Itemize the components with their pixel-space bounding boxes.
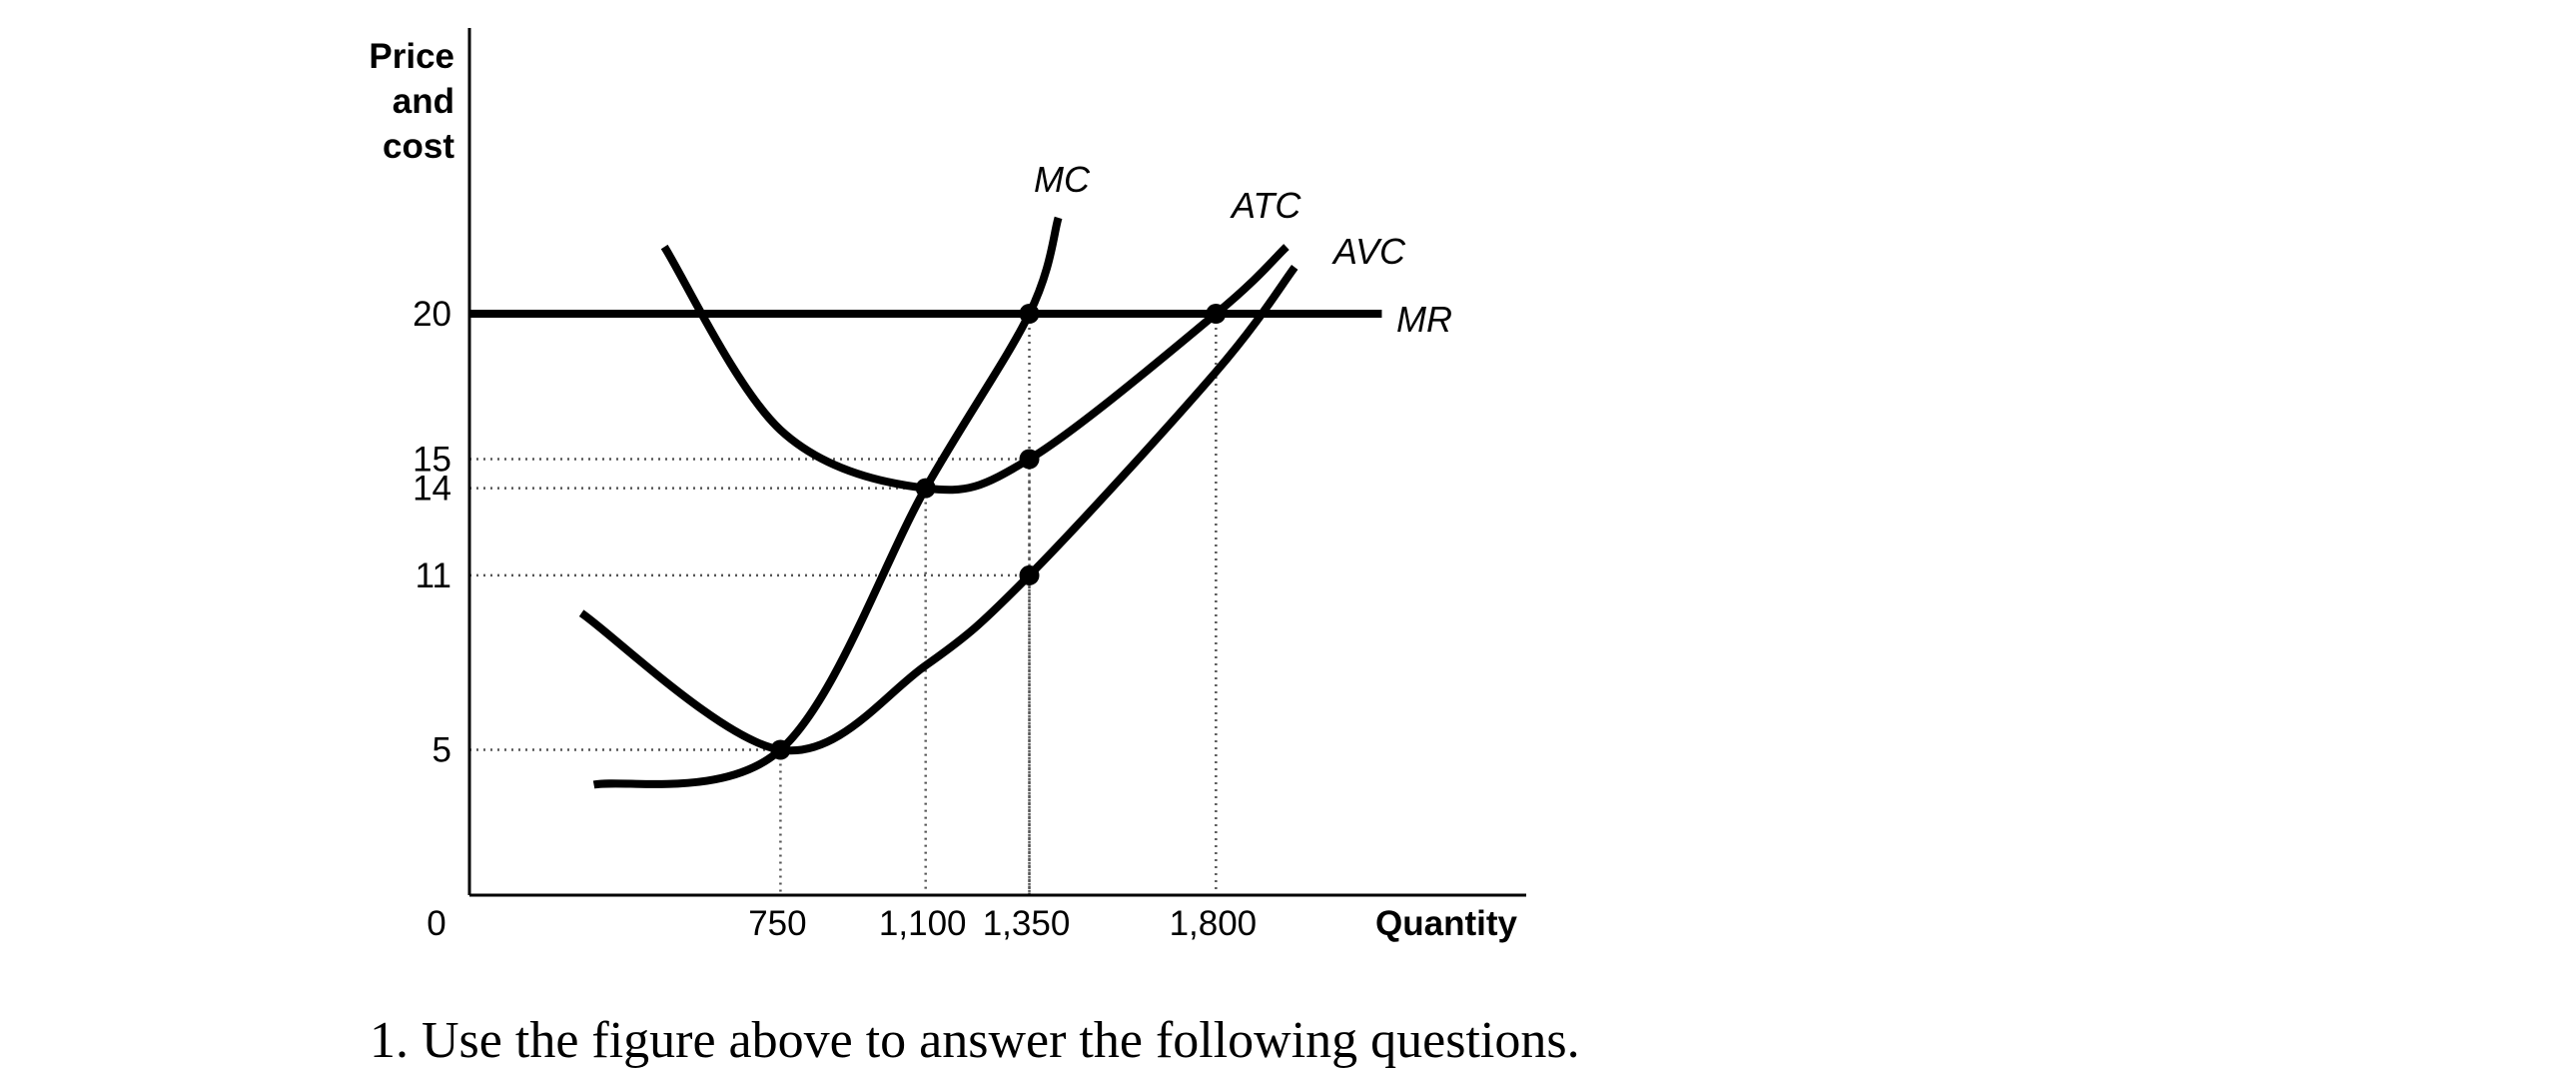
avc-curve bbox=[578, 265, 1298, 755]
avc-label: AVC bbox=[1331, 231, 1406, 272]
y-tick-15: 15 bbox=[413, 441, 451, 480]
y-axis-title-line-1: and bbox=[393, 82, 454, 121]
point-2 bbox=[1019, 449, 1040, 470]
curves bbox=[469, 216, 1382, 789]
y-tick-20: 20 bbox=[413, 295, 451, 334]
x-tick-1100: 1,100 bbox=[879, 904, 967, 943]
mr-label: MR bbox=[1396, 299, 1452, 340]
mc-curve bbox=[592, 216, 1063, 789]
x-tick-750: 750 bbox=[748, 904, 806, 943]
x-axis-title: Quantity bbox=[1375, 904, 1517, 943]
y-tick-5: 5 bbox=[432, 731, 451, 770]
origin-label: 0 bbox=[427, 904, 445, 943]
y-tick-11: 11 bbox=[416, 556, 451, 595]
y-axis-title-line-0: Price bbox=[369, 37, 454, 76]
atc-curve bbox=[660, 244, 1289, 495]
point-1 bbox=[915, 478, 936, 499]
y-axis-title-line-2: cost bbox=[383, 127, 454, 166]
y-tick-14: 14 bbox=[413, 470, 451, 509]
question-text: 1. Use the figure above to answer the fo… bbox=[370, 1012, 1580, 1069]
atc-label: ATC bbox=[1230, 185, 1301, 226]
axes bbox=[467, 28, 1526, 897]
point-0 bbox=[770, 739, 791, 760]
point-5 bbox=[1206, 304, 1227, 324]
point-3 bbox=[1019, 564, 1040, 585]
x-tick-1800: 1,800 bbox=[1170, 904, 1258, 943]
point-4 bbox=[1019, 304, 1040, 324]
mc-label: MC bbox=[1034, 159, 1091, 200]
marked-points bbox=[770, 304, 1227, 760]
x-tick-1350: 1,350 bbox=[983, 904, 1071, 943]
